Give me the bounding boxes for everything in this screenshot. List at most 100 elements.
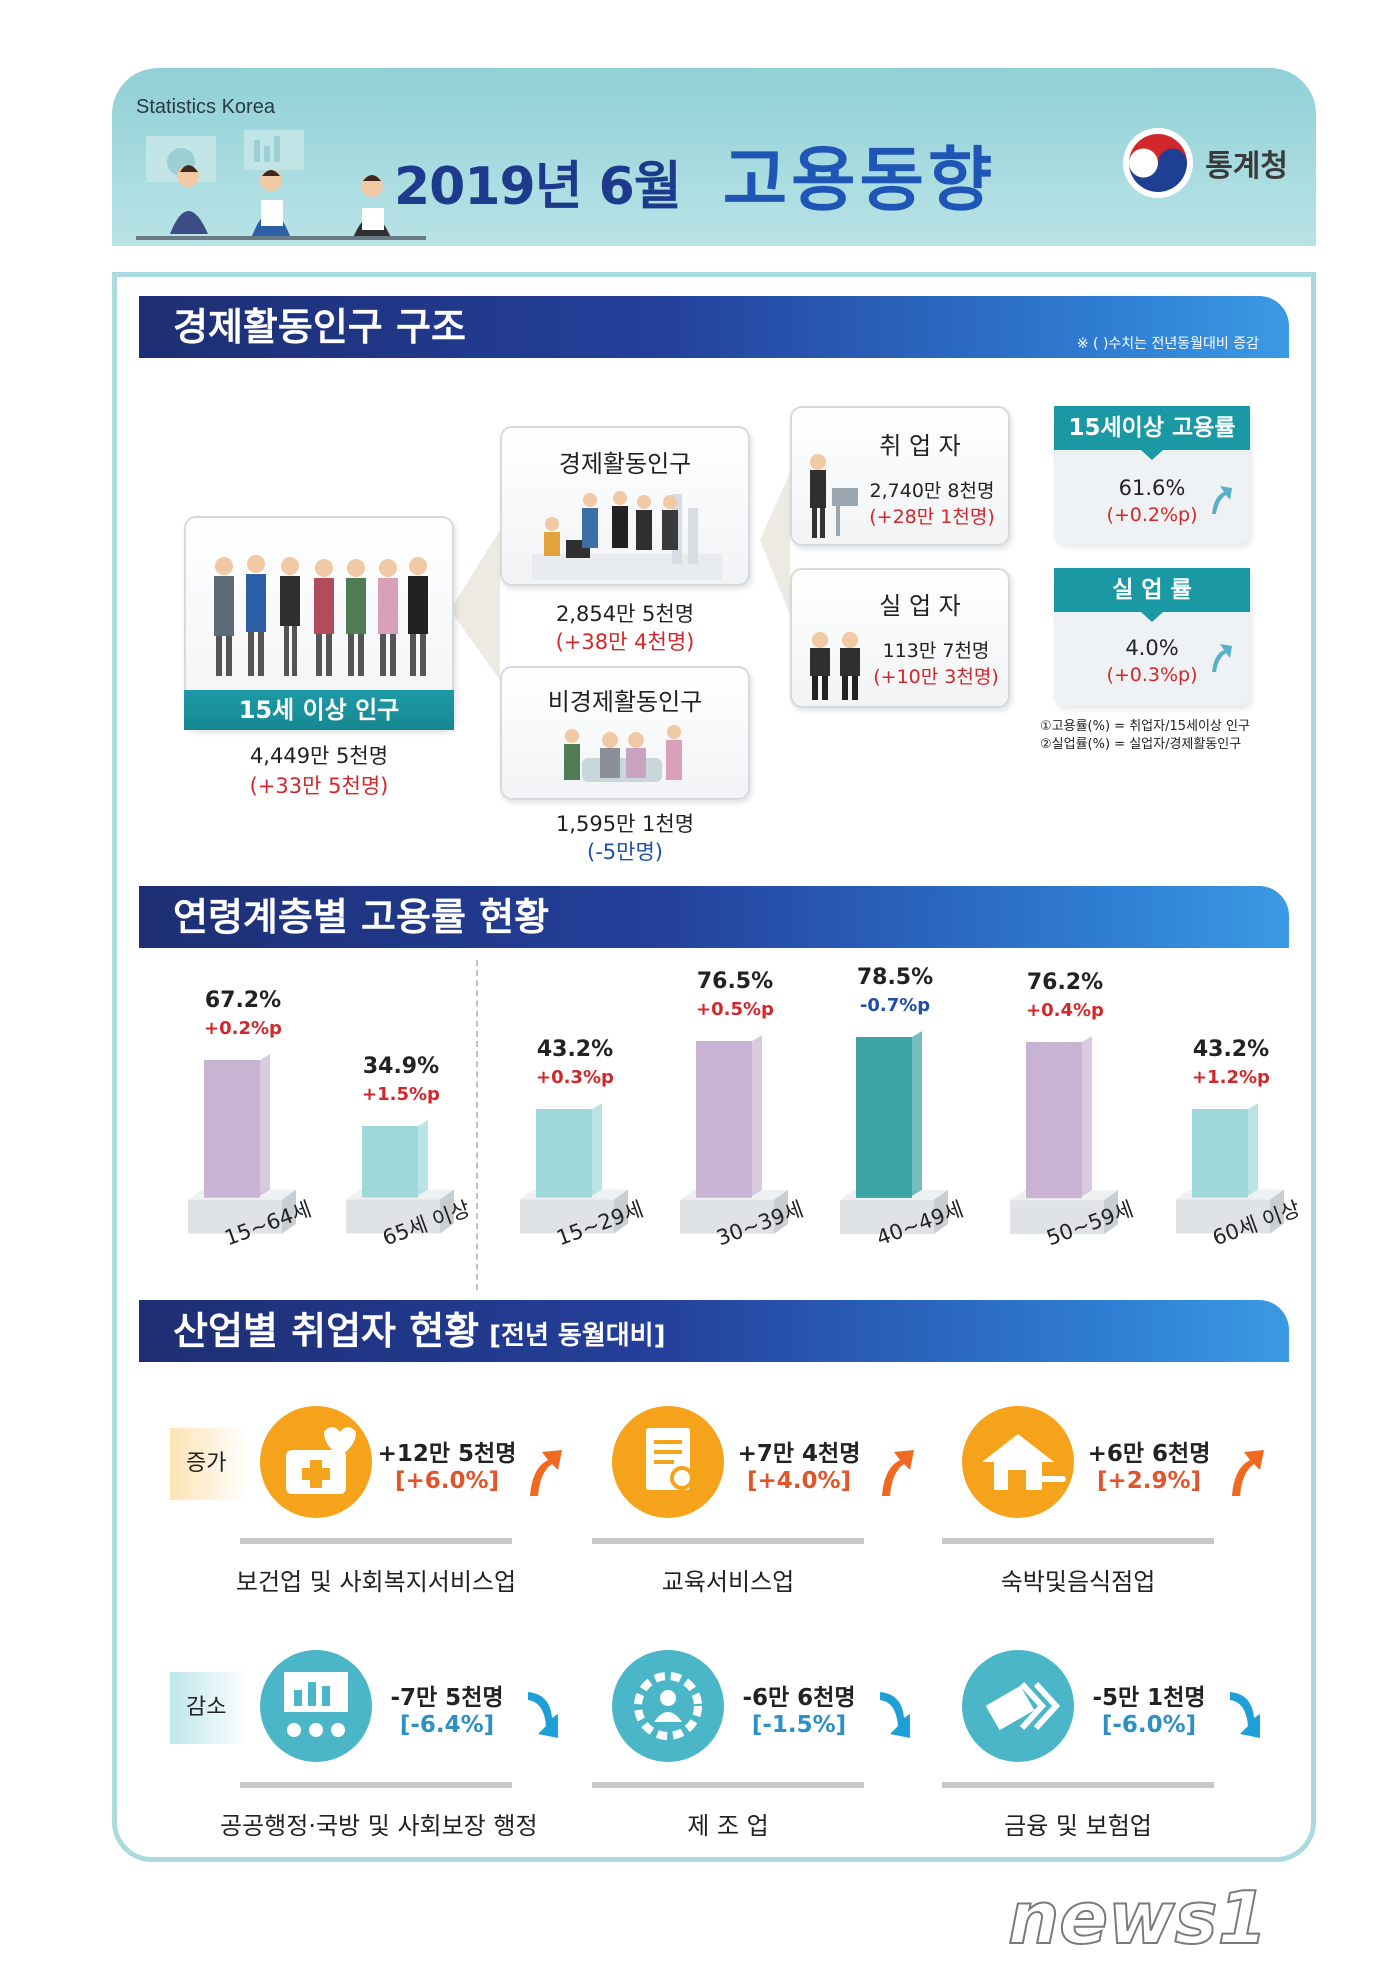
industry-name: 제 조 업 xyxy=(687,1812,769,1840)
employed-value: 2,740만 8천명 xyxy=(869,480,995,502)
age-bar-rate: 34.9% xyxy=(362,1054,440,1080)
population-people-illustration xyxy=(214,555,428,676)
unemployed-label: 실 업 자 xyxy=(879,592,961,620)
news1-watermark: news1 xyxy=(1007,1875,1269,1961)
up-arrow-icon xyxy=(876,1444,916,1498)
age-bar-rate: 76.5% xyxy=(696,969,774,995)
active-population-box: 경제활동인구 xyxy=(500,426,750,586)
watermark-text: news1 xyxy=(1008,1876,1268,1960)
industry-change-value: -5만 1천명 xyxy=(1092,1685,1206,1711)
unemployed-box: 실 업 자 113만 7천명 (+10만 3천명) xyxy=(790,568,1010,708)
industry-name: 공공행정·국방 및 사회보장 행정 xyxy=(220,1812,538,1840)
industry-change-percent: [-6.4%] xyxy=(399,1712,495,1738)
industry-change-percent: [+4.0%] xyxy=(746,1468,852,1494)
document-search-icon xyxy=(612,1406,724,1518)
employed-label: 취 업 자 xyxy=(879,432,961,460)
decrease-tag: 감소 xyxy=(170,1672,250,1744)
title-date: 2019년 6월 xyxy=(394,157,682,217)
increase-tag: 증가 xyxy=(170,1428,250,1500)
unemployment-rate-label: 실 업 률 xyxy=(1054,568,1250,622)
population-15-change: (+33만 5천명) xyxy=(249,774,389,798)
medical-kit-icon xyxy=(260,1406,372,1518)
employed-box: 취 업 자 2,740만 8천명 (+28만 1천명) xyxy=(790,406,1010,546)
age-bar-change: +0.3%p xyxy=(536,1067,614,1089)
inactive-population-change: (-5만명) xyxy=(587,840,663,864)
up-arrow-icon xyxy=(1226,1444,1266,1498)
industry-name: 보건업 및 사회복지서비스업 xyxy=(235,1568,517,1596)
industry-divider xyxy=(240,1782,512,1788)
inactive-population-label: 비경제활동인구 xyxy=(547,688,703,716)
active-population-label: 경제활동인구 xyxy=(558,450,692,478)
age-bar-rate: 43.2% xyxy=(1192,1037,1270,1063)
up-arrow-icon xyxy=(1212,644,1232,672)
employment-rate-change: (+0.2%p) xyxy=(1106,504,1198,526)
population-15-value: 4,449만 5천명 xyxy=(249,744,389,768)
employment-rate-value: 61.6% xyxy=(1118,476,1186,500)
age-bar-change: -0.7%p xyxy=(859,995,931,1017)
age-bar-column xyxy=(1010,1035,1118,1234)
header-banner: Statistics Korea 2019년 6월 고용동향 통계청 xyxy=(112,68,1316,246)
industry-change-value: +7만 4천명 xyxy=(737,1441,861,1467)
industry-divider xyxy=(942,1782,1214,1788)
inactive-people-illustration xyxy=(564,725,682,782)
house-food-icon xyxy=(962,1406,1074,1518)
age-bar-column xyxy=(188,1054,296,1234)
unemployed-people-illustration xyxy=(810,632,860,700)
industry-divider xyxy=(942,1538,1214,1544)
age-bar-change: +1.5%p xyxy=(362,1084,440,1106)
brand-label: Statistics Korea xyxy=(136,96,275,118)
age-bar-change: +0.4%p xyxy=(1026,999,1104,1021)
office-workers-illustration xyxy=(136,130,426,240)
industry-change-percent: [-6.0%] xyxy=(1101,1712,1197,1738)
age-bar-column xyxy=(1176,1103,1284,1234)
industry-change-percent: [+2.9%] xyxy=(1096,1468,1202,1494)
up-arrow-icon xyxy=(524,1444,564,1498)
population-15-label: 15세 이상 인구 xyxy=(184,690,454,730)
unemployment-rate-card: 실 업 률 4.0% (+0.3%p) xyxy=(1054,568,1250,706)
inactive-population-value: 1,595만 1천명 xyxy=(555,812,695,836)
age-bar-rate: 43.2% xyxy=(536,1037,614,1063)
industry-name: 금융 및 보험업 xyxy=(1004,1812,1152,1840)
industry-change-value: -6만 6천명 xyxy=(742,1685,856,1711)
gear-person-icon xyxy=(612,1650,724,1762)
age-bar-column xyxy=(840,1031,948,1234)
section-industry-heading: 산업별 취업자 현황 [전년 동월대비] xyxy=(139,1300,1289,1362)
footnote-employment-rate: ①고용률(%) = 취업자/15세이상 인구 xyxy=(1040,719,1250,734)
industry-change-value: +12만 5천명 xyxy=(377,1441,517,1467)
footnote-unemployment-rate: ②실업률(%) = 실업자/경제활동인구 xyxy=(1040,737,1242,752)
up-arrow-icon xyxy=(1212,486,1232,514)
structure-heading-text: 경제활동인구 구조 xyxy=(173,305,466,349)
down-arrow-icon xyxy=(876,1688,916,1742)
age-bar-change: +0.2%p xyxy=(204,1018,282,1040)
employment-rate-label: 15세이상 고용률 xyxy=(1054,406,1250,460)
statistics-korea-logo: 통계청 xyxy=(1121,126,1288,200)
age-heading-text: 연령계층별 고용률 현황 xyxy=(173,895,550,939)
down-arrow-icon xyxy=(1226,1688,1266,1742)
unemployment-rate-value: 4.0% xyxy=(1125,636,1179,660)
age-bar-column xyxy=(346,1120,454,1234)
industry-heading-text: 산업별 취업자 현황 xyxy=(173,1309,480,1353)
industry-divider xyxy=(592,1538,864,1544)
section-structure-heading: 경제활동인구 구조 ※ ( )수치는 전년동월대비 증감 xyxy=(139,296,1289,358)
unemployment-rate-change: (+0.3%p) xyxy=(1106,664,1198,686)
structure-note: ※ ( )수치는 전년동월대비 증감 xyxy=(1076,336,1259,352)
title-main: 고용동향 xyxy=(722,139,997,221)
presentation-board-icon xyxy=(260,1650,372,1762)
industry-heading-sub: [전년 동월대비] xyxy=(489,1321,666,1351)
industry-divider xyxy=(592,1782,864,1788)
industry-change-percent: [+6.0%] xyxy=(394,1468,500,1494)
industry-change-value: -7만 5천명 xyxy=(390,1685,504,1711)
active-workers-illustration xyxy=(532,491,722,580)
unemployed-change: (+10만 3천명) xyxy=(873,666,999,688)
age-bar-change: +1.2%p xyxy=(1192,1067,1270,1089)
age-bar-rate: 76.2% xyxy=(1026,969,1104,995)
logo-text: 통계청 xyxy=(1205,149,1288,184)
unemployed-value: 113만 7천명 xyxy=(882,640,990,662)
age-bar-column xyxy=(680,1035,788,1234)
industry-change-percent: [-1.5%] xyxy=(751,1712,847,1738)
inactive-population-box: 비경제활동인구 xyxy=(500,666,750,800)
money-notes-icon xyxy=(962,1650,1074,1762)
industry-name: 교육서비스업 xyxy=(661,1568,795,1596)
age-bar-rate: 67.2% xyxy=(204,988,282,1014)
employed-change: (+28만 1천명) xyxy=(869,506,995,528)
